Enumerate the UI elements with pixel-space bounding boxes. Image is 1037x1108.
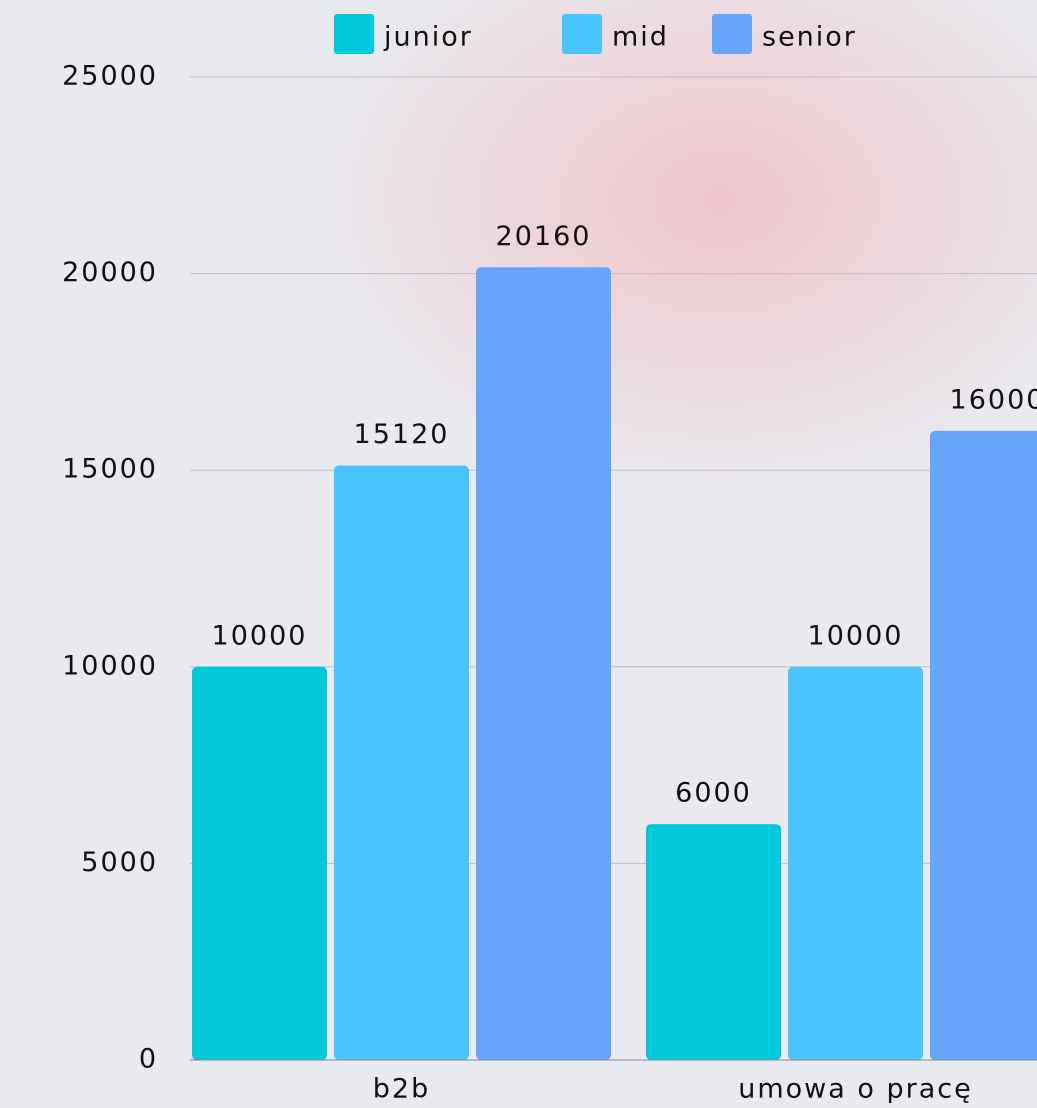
legend-label: mid — [612, 22, 669, 53]
value-label: 10000 — [808, 620, 904, 651]
legend-label: junior — [383, 22, 473, 53]
bar — [788, 667, 923, 1060]
bar — [476, 267, 611, 1060]
legend-label: senior — [762, 22, 857, 53]
y-tick-label: 20000 — [62, 257, 158, 288]
y-tick-label: 5000 — [81, 847, 158, 878]
legend-swatch — [334, 14, 374, 54]
x-tick-label: umowa o pracę — [738, 1074, 973, 1105]
bar — [334, 465, 469, 1060]
value-label: 16000 — [950, 384, 1037, 415]
y-tick-label: 15000 — [62, 454, 158, 485]
value-label: 20160 — [496, 221, 592, 252]
bar — [930, 431, 1037, 1060]
x-tick-label: b2b — [373, 1074, 430, 1105]
value-label: 6000 — [675, 778, 752, 809]
bar — [192, 667, 327, 1060]
chart: junior mid senior 0 5000 10000 15000 20000 2500… — [0, 0, 1037, 1108]
value-label: 15120 — [354, 419, 450, 450]
y-tick-label: 0 — [139, 1044, 158, 1075]
legend-swatch — [712, 14, 752, 54]
bar — [646, 824, 781, 1060]
y-tick-label: 25000 — [62, 61, 158, 92]
page: {"chart_data": {"type": "bar", "categori… — [0, 0, 1037, 1108]
y-tick-label: 10000 — [62, 650, 158, 681]
value-label: 10000 — [212, 620, 308, 651]
legend-swatch — [562, 14, 602, 54]
